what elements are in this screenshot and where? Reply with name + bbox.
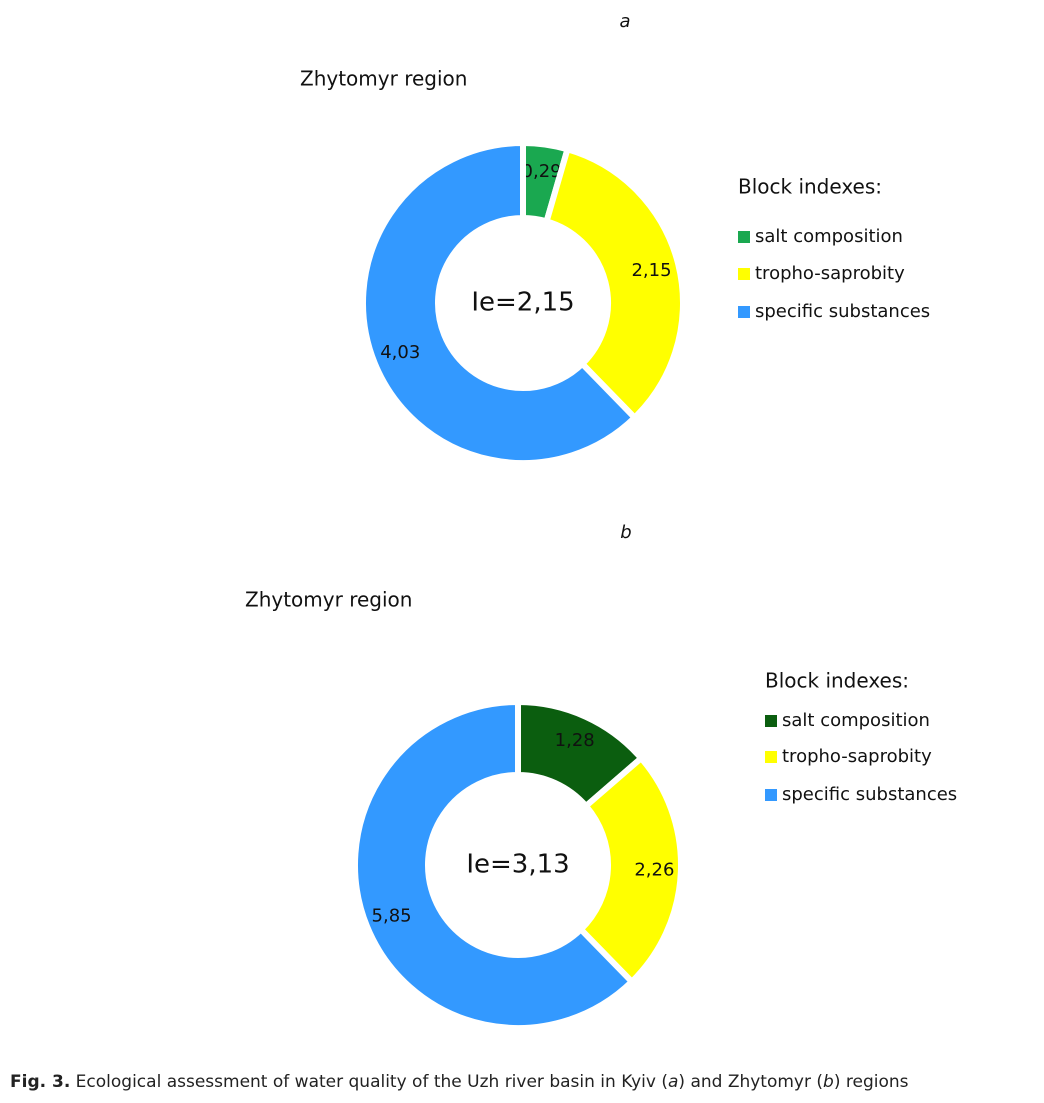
value-label: 2,26 <box>634 860 674 881</box>
caption-text: a <box>667 1072 679 1092</box>
value-label: 2,15 <box>631 260 671 281</box>
center-label: Ie=2,15 <box>471 288 574 318</box>
legend-swatch <box>738 231 750 243</box>
value-label: 5,85 <box>372 905 412 926</box>
donut-segment <box>542 145 686 422</box>
legend-title: Block indexes: <box>765 669 909 693</box>
caption-text: ) regions <box>833 1072 909 1092</box>
panel-letter: b <box>620 522 631 543</box>
chart-title: Zhytomyr region <box>300 67 467 91</box>
legend-label: specific substances <box>755 301 930 322</box>
value-label: 0,29 <box>522 161 562 182</box>
legend-swatch <box>738 268 750 280</box>
caption-text: Ecological assessment of water quality o… <box>70 1072 668 1092</box>
legend-swatch <box>765 789 777 801</box>
legend-label: salt composition <box>782 710 930 731</box>
legend-swatch <box>738 306 750 318</box>
legend-label: tropho-saprobity <box>782 746 932 767</box>
donut-segment <box>360 139 639 466</box>
caption-text: ) and Zhytomyr ( <box>678 1072 824 1092</box>
panel-letter: a <box>619 11 630 32</box>
caption-text: b <box>823 1072 834 1092</box>
legend-label: tropho-saprobity <box>755 263 905 284</box>
legend-swatch <box>765 715 777 727</box>
donut-segment <box>352 698 637 1031</box>
caption: Fig. 3. Ecological assessment of water q… <box>10 1072 909 1092</box>
center-label: Ie=3,13 <box>466 850 569 880</box>
legend-swatch <box>765 751 777 763</box>
caption-label: Fig. 3. <box>10 1072 71 1092</box>
legend-label: salt composition <box>755 226 903 247</box>
donut-segment <box>576 753 684 986</box>
legend-title: Block indexes: <box>738 175 882 199</box>
chart: a Zhytomyr region 0,29 2,15 4,03 Ie=2,15 Block… <box>245 11 958 1031</box>
value-label: 1,28 <box>555 730 595 751</box>
chart-title: Zhytomyr region <box>245 588 412 612</box>
value-label: 4,03 <box>380 342 420 363</box>
legend-label: specific substances <box>782 784 957 805</box>
